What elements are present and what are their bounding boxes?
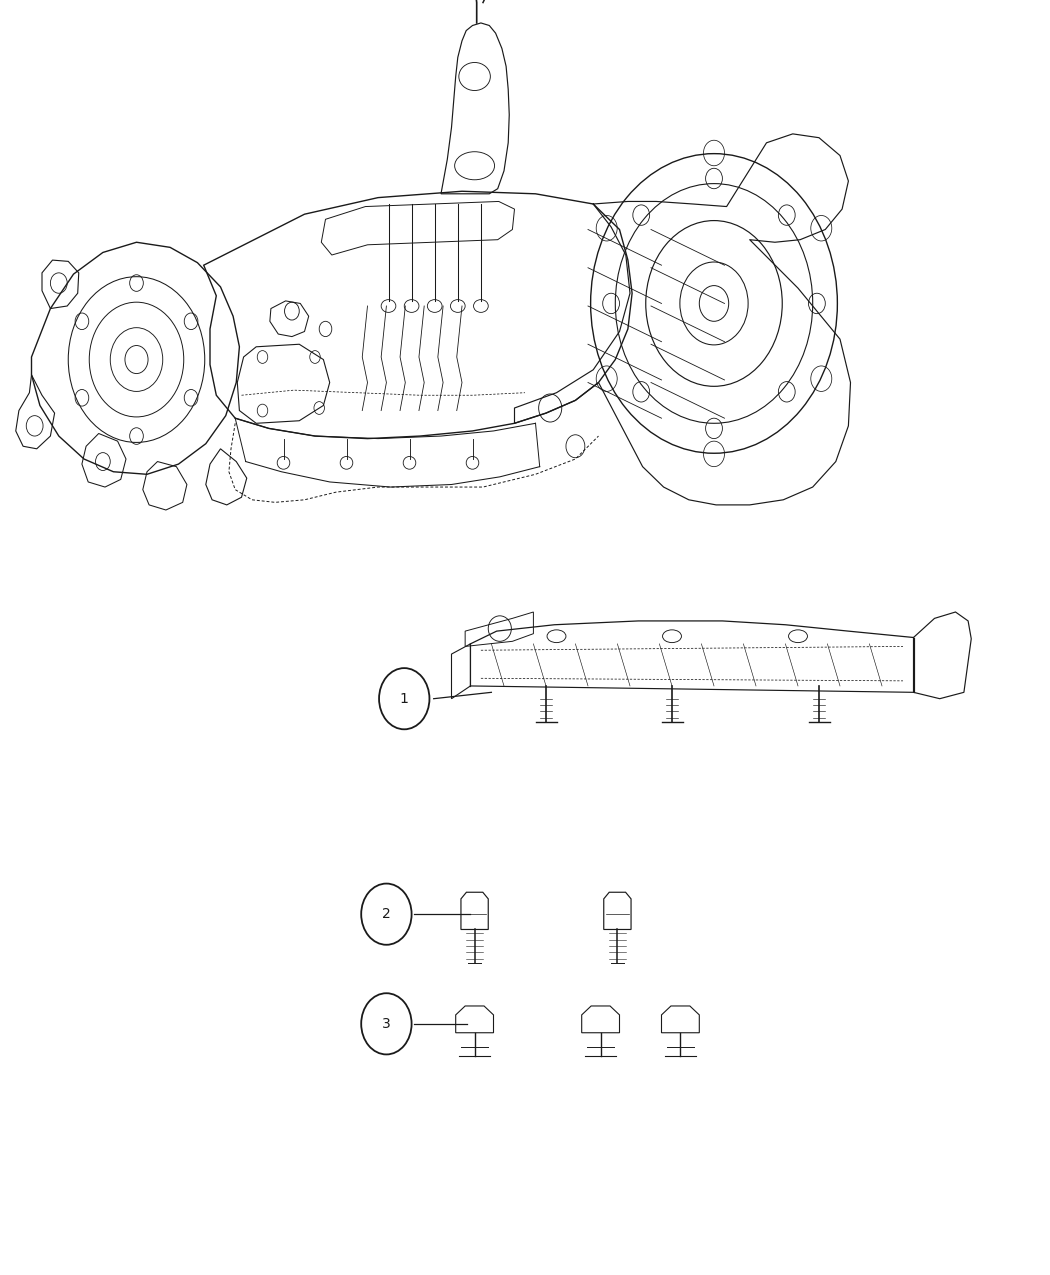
Circle shape: [361, 993, 412, 1054]
Text: 2: 2: [382, 908, 391, 921]
Text: 3: 3: [382, 1017, 391, 1030]
Circle shape: [361, 884, 412, 945]
Circle shape: [379, 668, 429, 729]
Text: 1: 1: [400, 692, 408, 705]
